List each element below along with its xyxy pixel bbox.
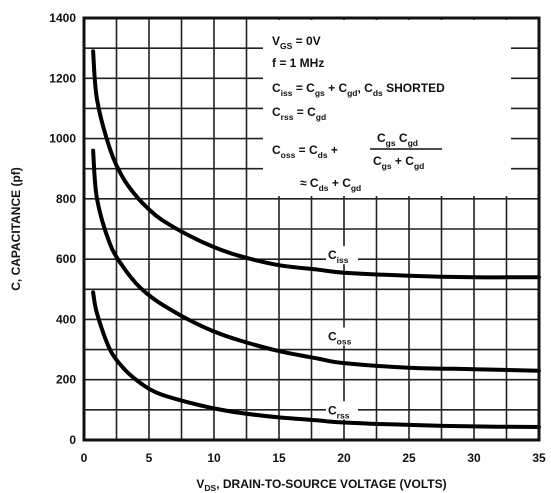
y-tick-label: 1000 xyxy=(49,132,76,146)
curve-oss xyxy=(91,148,541,373)
curve-rss xyxy=(91,290,541,429)
annotation-coss-definition: Coss = Cds + xyxy=(272,143,338,160)
x-tick-label: 30 xyxy=(467,451,481,465)
y-tick-label: 1200 xyxy=(49,71,76,85)
x-tick-label: 10 xyxy=(207,451,221,465)
conditions-annotation: VGS = 0V f = 1 MHz Ciss = Cgs + Cgd, Cds S… xyxy=(272,34,445,193)
annotation-box xyxy=(263,20,511,196)
y-tick-label: 0 xyxy=(69,433,76,447)
x-tick-label: 20 xyxy=(337,451,351,465)
annotation-coss-approx: ≈ Cds + Cgd xyxy=(300,176,361,193)
series-label-bg xyxy=(326,401,358,420)
y-tick-label: 400 xyxy=(56,312,76,326)
y-tick-label: 200 xyxy=(56,373,76,387)
series-label-bg xyxy=(326,327,358,346)
annotation-fraction-denominator: Cgs + Cgd xyxy=(373,154,424,171)
curve-iss xyxy=(91,49,541,280)
series-label-rss: Crss xyxy=(328,403,350,420)
annotation-frequency: f = 1 MHz xyxy=(272,56,324,70)
annotation-crss-definition: Crss = Cgd xyxy=(272,105,326,122)
x-tick-label: 35 xyxy=(532,451,546,465)
y-tick-label: 800 xyxy=(56,192,76,206)
annotation-vgs: VGS = 0V xyxy=(272,34,321,51)
y-tick-label: 600 xyxy=(56,252,76,266)
x-tick-label: 25 xyxy=(402,451,416,465)
y-tick-label: 1400 xyxy=(49,11,76,25)
series-label-oss: Coss xyxy=(328,330,352,347)
x-axis-label: VDS, DRAIN-TO-SOURCE VOLTAGE (VOLTS) xyxy=(196,477,446,493)
x-tick-label: 15 xyxy=(272,451,286,465)
annotation-fraction-numerator: Cgs Cgd xyxy=(377,131,418,148)
y-axis-label: C, CAPACITANCE (pf) xyxy=(9,167,23,291)
tick-labels: 0 5 10 15 20 25 30 35 0 200 400 600 800 1000 1200 1400 xyxy=(49,11,546,465)
curves xyxy=(91,49,541,429)
x-tick-label: 5 xyxy=(146,451,153,465)
series-labels: Ciss Coss Crss xyxy=(326,246,358,420)
x-tick-label: 0 xyxy=(81,451,88,465)
annotation-ciss-definition: Ciss = Cgs + Cgd, Cds SHORTED xyxy=(272,81,445,98)
series-label-iss: Ciss xyxy=(328,248,349,265)
plot-frame xyxy=(82,16,541,442)
series-label-bg xyxy=(326,246,358,265)
